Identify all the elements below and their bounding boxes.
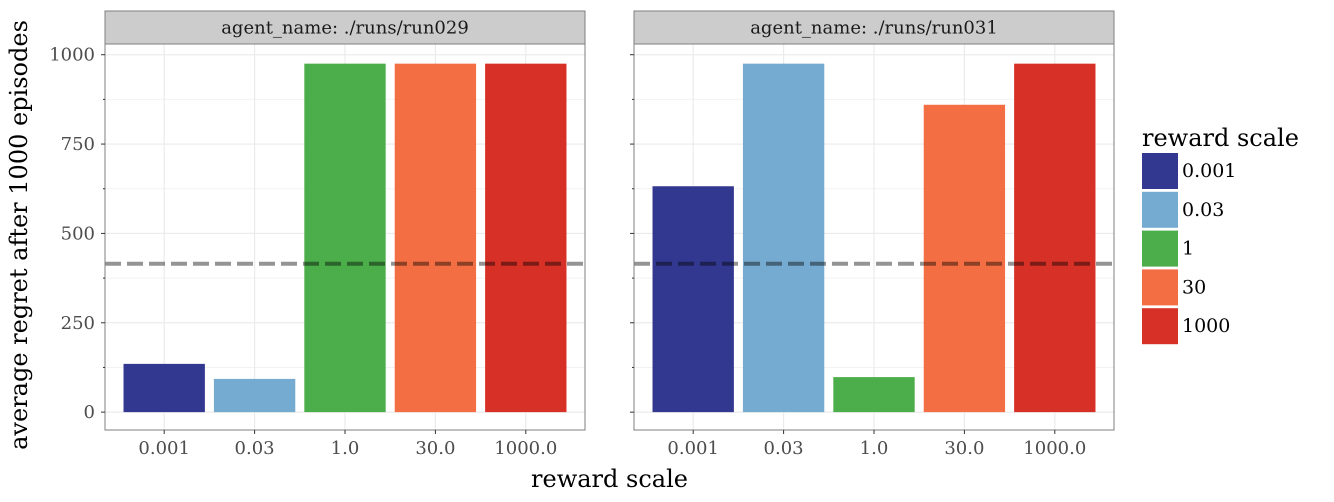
legend-swatch-1000	[1142, 308, 1178, 345]
x-tick-label: 1000.0	[494, 438, 557, 459]
bar-1.0	[304, 63, 386, 413]
legend-label: 30	[1182, 276, 1206, 298]
bar-0.03	[742, 63, 825, 413]
y-tick-label: 0	[84, 402, 95, 423]
legend-label: 1000	[1182, 315, 1230, 337]
legend-title: reward scale	[1142, 124, 1299, 152]
y-axis-title: average regret after 1000 episodes	[5, 20, 33, 450]
bar-1.0	[833, 377, 915, 413]
bar-0.03	[213, 378, 296, 413]
y-tick-label: 250	[61, 313, 95, 334]
y-tick-label: 500	[61, 223, 95, 244]
bar-0.001	[652, 186, 734, 413]
x-axis-title: reward scale	[531, 465, 688, 493]
y-tick-label: 750	[61, 134, 95, 155]
legend-swatch-0.001	[1142, 153, 1178, 189]
y-tick-label: 1000	[49, 45, 95, 66]
legend-label: 0.03	[1182, 199, 1224, 221]
legend-swatch-0.03	[1142, 191, 1178, 228]
bar-30.0	[923, 104, 1006, 413]
facet-strip-1	[104, 10, 586, 45]
legend-label: 1	[1182, 238, 1194, 260]
facet-strip-label-2: agent_name: ./runs/run031	[750, 18, 998, 39]
x-tick-label: 30.0	[415, 438, 455, 459]
facet-strip-2	[633, 10, 1115, 45]
bar-30.0	[394, 63, 477, 413]
x-tick-label: 30.0	[944, 438, 984, 459]
x-tick-label: 1.0	[331, 438, 360, 459]
x-tick-label: 1000.0	[1023, 438, 1086, 459]
x-tick-label: 0.001	[667, 438, 719, 459]
legend-label: 0.001	[1182, 160, 1236, 182]
x-tick-label: 0.001	[138, 438, 190, 459]
facet-strip-label-1: agent_name: ./runs/run029	[221, 18, 469, 39]
bar-0.001	[123, 363, 205, 413]
x-tick-label: 0.03	[764, 438, 804, 459]
legend-swatch-1	[1142, 230, 1178, 267]
bar-1000.0	[485, 63, 567, 413]
bar-1000.0	[1014, 63, 1096, 413]
x-tick-label: 0.03	[235, 438, 275, 459]
x-tick-label: 1.0	[860, 438, 889, 459]
legend-swatch-30	[1142, 269, 1178, 306]
